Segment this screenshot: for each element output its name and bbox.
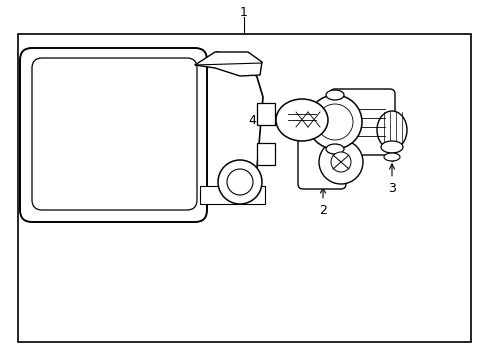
Text: 3: 3 [387, 164, 395, 194]
Bar [18, 34, 470, 342]
Circle shape [307, 95, 361, 149]
Bar [257, 143, 274, 165]
Ellipse shape [376, 111, 406, 149]
Text: 4: 4 [247, 113, 277, 126]
Polygon shape [195, 52, 263, 203]
Polygon shape [195, 52, 262, 76]
Bar [200, 186, 264, 204]
Circle shape [318, 140, 362, 184]
FancyBboxPatch shape [32, 58, 197, 210]
Circle shape [226, 169, 252, 195]
Circle shape [330, 152, 350, 172]
FancyBboxPatch shape [297, 135, 346, 189]
Ellipse shape [380, 141, 402, 153]
Bar [257, 103, 274, 125]
Ellipse shape [383, 153, 399, 161]
Text: 1: 1 [240, 5, 247, 18]
Text: 2: 2 [318, 188, 326, 216]
Ellipse shape [325, 90, 343, 100]
Circle shape [218, 160, 262, 204]
FancyBboxPatch shape [329, 89, 394, 155]
FancyBboxPatch shape [20, 48, 206, 222]
Ellipse shape [325, 144, 343, 154]
Ellipse shape [275, 99, 327, 141]
Circle shape [316, 104, 352, 140]
